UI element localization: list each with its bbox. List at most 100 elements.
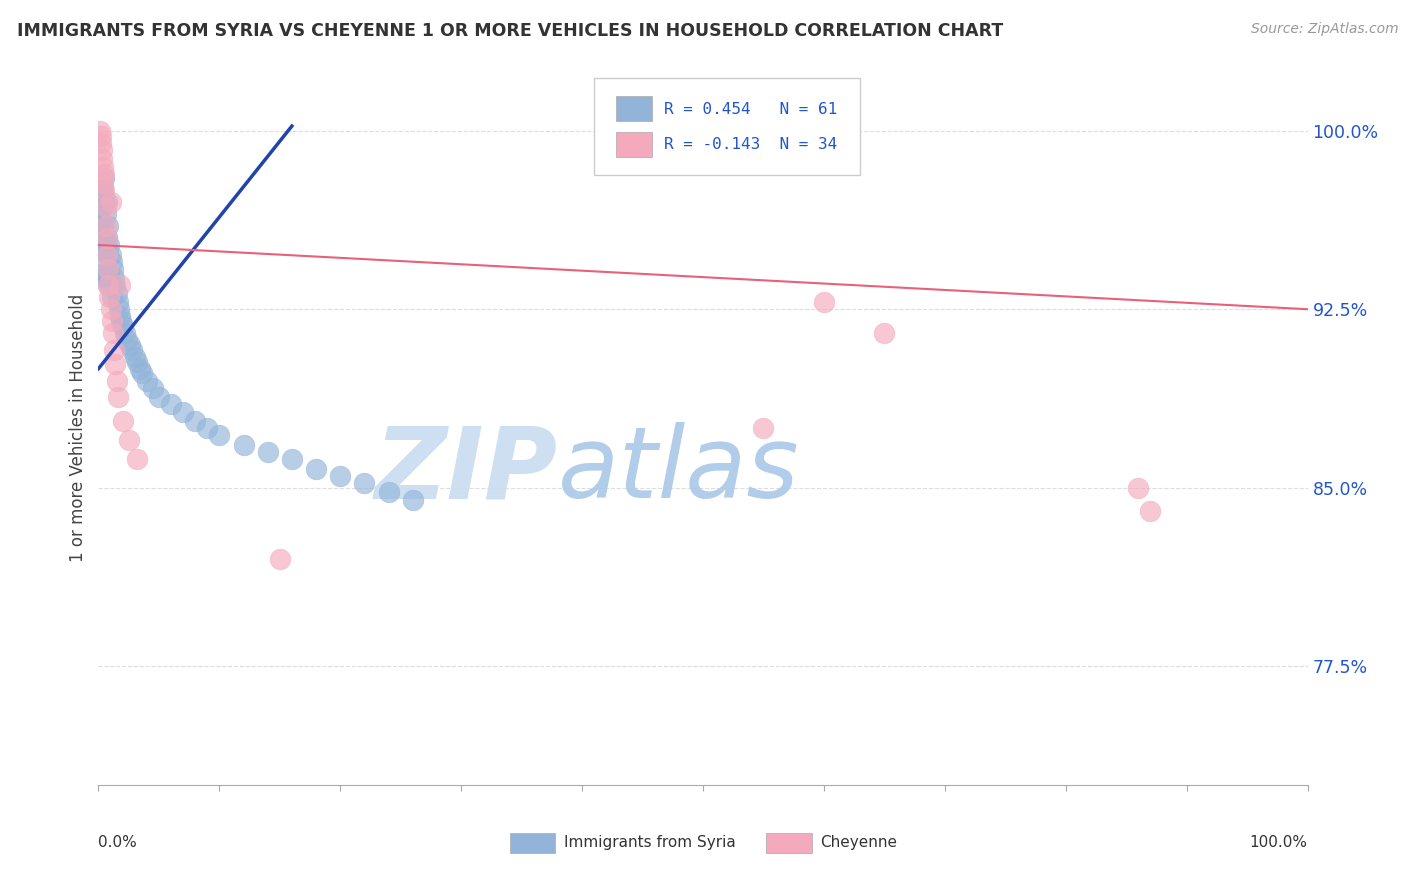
Point (89, 124, 111, 138)
Point (208, 428, 231, 442)
Point (97, 278, 120, 293)
Point (131, 367, 153, 381)
Point (1139, 504, 1161, 518)
Point (103, 271, 125, 285)
Point (100, 254, 122, 268)
Y-axis label: 1 or more Vehicles in Household: 1 or more Vehicles in Household (69, 294, 87, 562)
Point (108, 302, 131, 317)
Point (107, 295, 129, 310)
Point (329, 468, 352, 483)
FancyBboxPatch shape (616, 132, 652, 157)
FancyBboxPatch shape (509, 833, 555, 853)
Point (100, 314, 122, 328)
Point (105, 285, 128, 300)
Point (104, 278, 127, 293)
Point (94, 271, 117, 285)
Point (402, 492, 425, 507)
Point (100, 302, 122, 317)
Point (91, 153, 114, 167)
Point (100, 290, 122, 304)
Point (96, 267, 118, 281)
Point (1128, 481, 1150, 495)
Point (142, 381, 165, 395)
Point (96, 247, 118, 261)
Point (93, 183, 115, 197)
Point (148, 390, 170, 404)
Point (232, 438, 254, 452)
Point (90, 128, 112, 143)
Point (93, 267, 115, 281)
Point (117, 333, 139, 347)
Point (94, 200, 117, 214)
Point (256, 445, 278, 459)
Point (195, 421, 218, 435)
Text: ZIP: ZIP (375, 423, 558, 519)
Point (93, 167, 115, 181)
Point (101, 326, 124, 340)
FancyBboxPatch shape (595, 78, 860, 175)
Point (93, 171, 115, 186)
Point (90, 136, 112, 150)
Point (98, 290, 121, 304)
Point (97, 247, 120, 261)
Point (305, 461, 328, 475)
Point (100, 247, 122, 261)
Point (94, 219, 117, 233)
Point (97, 278, 120, 293)
Point (873, 326, 896, 340)
Point (124, 350, 146, 364)
Point (377, 485, 399, 500)
Point (127, 354, 149, 368)
Point (91, 160, 114, 174)
Point (96, 195, 118, 210)
Point (91, 243, 114, 257)
Point (91, 267, 114, 281)
Text: 0.0%: 0.0% (98, 835, 138, 850)
Point (90, 183, 112, 197)
Text: 100.0%: 100.0% (1250, 835, 1308, 850)
Text: R = -0.143  N = 34: R = -0.143 N = 34 (664, 137, 838, 153)
Point (108, 278, 131, 293)
Point (108, 310, 131, 324)
Point (89, 214, 111, 228)
Point (101, 261, 124, 276)
Point (97, 261, 120, 276)
Point (353, 475, 375, 490)
Point (91, 254, 114, 268)
Point (118, 338, 141, 352)
Point (91, 143, 114, 157)
Point (96, 231, 118, 245)
Point (269, 552, 291, 566)
Text: Cheyenne: Cheyenne (820, 835, 897, 850)
FancyBboxPatch shape (616, 96, 652, 121)
Point (96, 231, 118, 245)
Point (91, 219, 114, 233)
Point (107, 390, 129, 404)
Point (111, 414, 134, 428)
Point (105, 374, 128, 388)
Point (281, 452, 304, 467)
Point (103, 343, 125, 357)
Text: IMMIGRANTS FROM SYRIA VS CHEYENNE 1 OR MORE VEHICLES IN HOUSEHOLD CORRELATION CH: IMMIGRANTS FROM SYRIA VS CHEYENNE 1 OR M… (17, 22, 1002, 40)
Point (93, 231, 115, 245)
Point (121, 343, 143, 357)
Point (118, 433, 141, 447)
Point (94, 238, 117, 252)
Text: Immigrants from Syria: Immigrants from Syria (564, 835, 735, 850)
FancyBboxPatch shape (766, 833, 811, 853)
Point (184, 414, 207, 428)
Point (172, 404, 194, 418)
Point (91, 200, 114, 214)
Text: R = 0.454   N = 61: R = 0.454 N = 61 (664, 102, 838, 117)
Text: Source: ZipAtlas.com: Source: ZipAtlas.com (1251, 22, 1399, 37)
Point (128, 361, 150, 376)
Point (93, 195, 115, 210)
Point (104, 357, 127, 371)
Point (98, 267, 121, 281)
Point (90, 231, 112, 245)
Point (97, 219, 120, 233)
Point (91, 183, 114, 197)
Point (94, 207, 117, 221)
Point (160, 397, 183, 411)
Point (110, 314, 132, 328)
